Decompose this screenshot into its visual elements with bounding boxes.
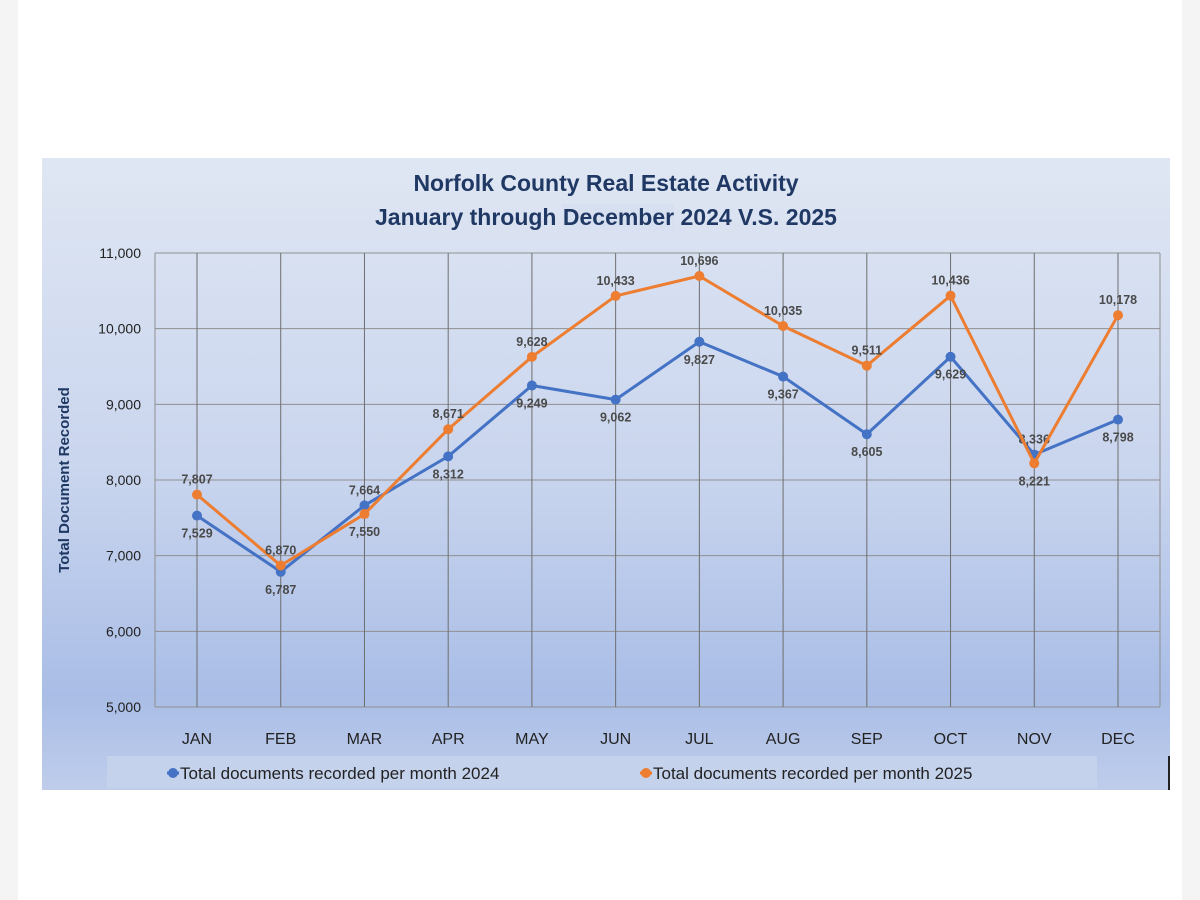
data-label: 10,433: [597, 274, 635, 288]
data-point: [526, 351, 537, 362]
data-label: 7,550: [349, 525, 380, 539]
y-tick-label: 11,000: [99, 245, 141, 261]
data-label: 9,629: [935, 368, 966, 382]
data-point: [443, 451, 454, 462]
data-label: 10,696: [680, 254, 718, 268]
data-label: 8,221: [1019, 474, 1050, 488]
data-point: [945, 351, 956, 362]
chart: Norfolk County Real Estate Activity Janu…: [42, 158, 1170, 790]
data-label: 9,367: [767, 388, 798, 402]
chart-title-line2: January through December 2024 V.S. 2025: [42, 200, 1170, 234]
chart-title: Norfolk County Real Estate Activity Janu…: [42, 166, 1170, 234]
data-label: 9,628: [516, 335, 547, 349]
legend-marker: [168, 768, 178, 778]
data-point: [1029, 458, 1040, 469]
data-point: [694, 271, 705, 282]
subtitle-part-2: December: [562, 204, 675, 230]
x-tick-label: OCT: [934, 731, 968, 748]
data-point: [861, 360, 872, 371]
data-point: [359, 500, 370, 511]
y-tick-label: 10,000: [98, 321, 141, 337]
y-tick-label: 7,000: [106, 548, 141, 564]
x-tick-label: NOV: [1017, 731, 1052, 748]
data-label: 10,035: [764, 304, 802, 318]
subtitle-part-3: 2024 V.S. 2025: [674, 204, 837, 230]
data-label: 8,671: [433, 407, 464, 421]
x-tick-label: JUL: [685, 731, 714, 748]
y-axis-label: Total Document Recorded: [56, 387, 73, 573]
data-label: 7,664: [349, 483, 380, 497]
data-point: [778, 371, 789, 382]
data-point: [443, 424, 454, 435]
divider: [1168, 756, 1170, 790]
data-point: [275, 560, 286, 571]
data-point: [778, 321, 789, 332]
x-tick-label: MAY: [515, 731, 549, 748]
data-label: 9,249: [516, 396, 547, 410]
y-tick-label: 9,000: [106, 396, 141, 412]
data-label: 8,798: [1102, 431, 1133, 445]
x-tick-label: SEP: [851, 731, 883, 748]
data-point: [192, 489, 202, 500]
data-label: 10,178: [1099, 293, 1137, 307]
data-label: 10,436: [931, 274, 969, 288]
data-label: 9,062: [600, 411, 631, 425]
data-point: [359, 509, 370, 520]
series-line-2025: [196, 274, 1120, 568]
data-label: 7,807: [181, 473, 212, 487]
legend-label: Total documents recorded per month 2024: [180, 764, 499, 783]
data-label: 9,827: [684, 353, 715, 367]
legend-label: Total documents recorded per month 2025: [653, 764, 972, 783]
data-point: [945, 290, 956, 301]
data-point: [1113, 310, 1123, 321]
legend-background: [107, 756, 1097, 788]
x-tick-label: MAR: [347, 731, 383, 748]
y-tick-label: 6,000: [106, 623, 141, 639]
data-point: [610, 290, 621, 301]
data-point: [1113, 414, 1123, 425]
data-point: [192, 510, 202, 521]
data-label: 8,312: [433, 467, 464, 481]
y-tick-label: 5,000: [106, 699, 141, 715]
legend-marker: [641, 768, 651, 778]
data-label: 9,511: [852, 344, 883, 358]
data-label: 8,336: [1019, 433, 1050, 447]
data-point: [861, 429, 872, 440]
x-tick-label: FEB: [265, 731, 296, 748]
x-tick-label: DEC: [1101, 731, 1135, 748]
data-label: 8,605: [851, 445, 882, 459]
data-label: 7,529: [181, 527, 212, 541]
subtitle-part-1: January through: [375, 204, 563, 230]
y-tick-label: 8,000: [106, 472, 141, 488]
data-point: [526, 380, 537, 391]
data-label: 6,787: [265, 583, 296, 597]
data-point: [694, 336, 705, 347]
x-tick-label: APR: [432, 731, 465, 748]
data-point: [610, 394, 621, 405]
x-tick-label: JAN: [182, 731, 212, 748]
x-tick-label: JUN: [600, 731, 631, 748]
page-margin-right: [1182, 0, 1200, 900]
data-label: 6,870: [265, 544, 296, 558]
x-tick-label: AUG: [766, 731, 801, 748]
chart-title-line1: Norfolk County Real Estate Activity: [413, 170, 799, 196]
plot-svg: 5,000 6,000 7,000 8,000 9,000 10,000 11,000 JAN…: [56, 245, 1161, 783]
page-margin-left: [0, 0, 18, 900]
series-line-2024: [196, 340, 1119, 574]
